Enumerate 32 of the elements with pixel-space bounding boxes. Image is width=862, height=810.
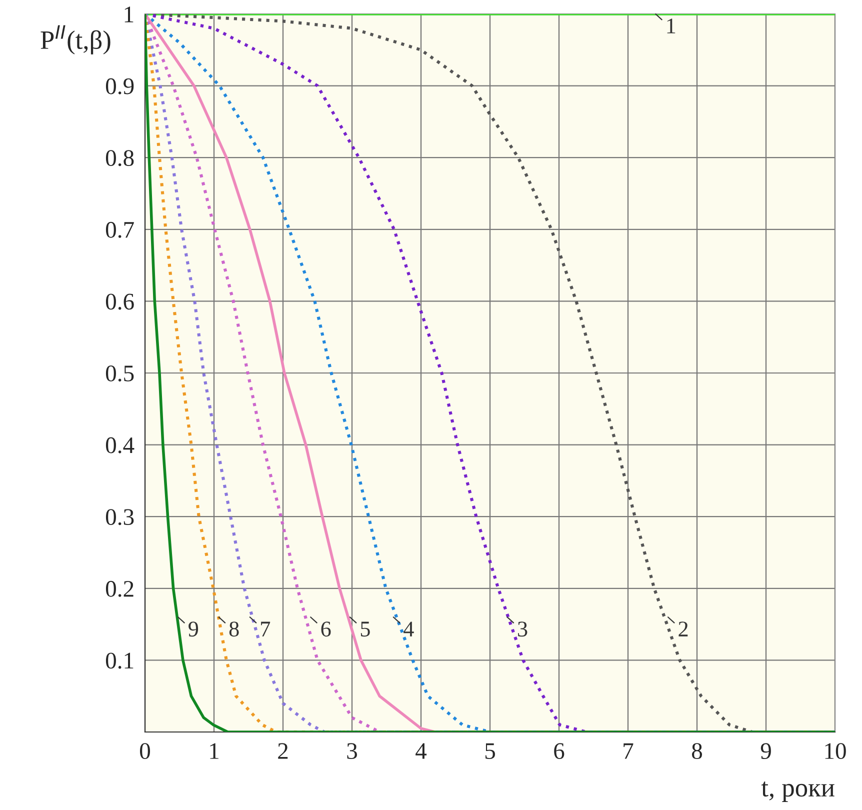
y-tick-label: 0.7 [106, 222, 134, 238]
x-axis-title: t, роки [761, 781, 834, 802]
y-tick-label: 0.5 [106, 365, 134, 382]
annotation: 9 [188, 622, 198, 637]
x-tick-label: 2 [278, 743, 288, 759]
annotation: 6 [321, 622, 331, 637]
y-tick-label: 0.3 [106, 509, 134, 526]
x-tick-label: 4 [416, 743, 427, 759]
annotation: 2 [678, 622, 688, 636]
x-tick-label: 0 [140, 743, 150, 760]
x-tick-label: 6 [554, 743, 564, 760]
annotation: 7 [261, 622, 270, 636]
y-tick-label: 0.6 [106, 294, 134, 310]
y-tick-label: 0.1 [106, 652, 134, 669]
y-tick-label: 0.8 [106, 150, 134, 166]
x-tick-label: 10 [825, 743, 846, 760]
y-tick-label: 0.2 [106, 580, 134, 597]
x-tick-label: 7 [624, 743, 634, 759]
x-tick-label: 3 [347, 743, 357, 760]
x-tick-label: 1 [210, 743, 218, 759]
x-tick-label: 9 [760, 743, 771, 760]
x-tick-label: 5 [485, 743, 495, 760]
y-tick-label: 0.4 [106, 437, 134, 454]
y-axis-title: P$^{II}$(t,β) [40, 25, 110, 54]
annotation: 3 [518, 622, 528, 637]
annotation: 8 [229, 622, 239, 637]
x-tick-label: 8 [692, 743, 702, 760]
annotation: 5 [360, 622, 370, 637]
annotation: 4 [404, 622, 414, 636]
annotation: 1 [667, 18, 676, 34]
y-tick-label: 0.9 [106, 78, 134, 94]
y-tick-label: 1 [124, 6, 134, 22]
